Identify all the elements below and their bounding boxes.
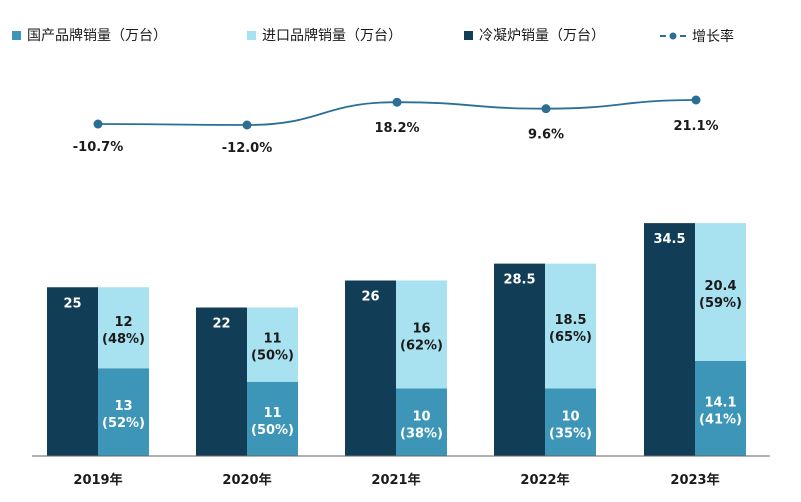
bar-share-domestic-0: (52%) (102, 416, 145, 431)
bar-domestic-2023年 (695, 360, 746, 456)
growth-label-4: 21.1% (673, 119, 718, 134)
growth-point-2 (392, 97, 402, 107)
bars-layer: 25 13 (52%) 12 (48%) 22 11 (50%) 11 (50%) 26 10 (38%… (47, 223, 746, 456)
bar-share-domestic-2: (38%) (400, 426, 443, 441)
bar-share-imported-0: (48%) (102, 332, 145, 347)
bar-share-domestic-4: (41%) (699, 412, 742, 427)
bar-condensing-2022年 (494, 263, 545, 456)
legend-label-2: 冷凝炉销量（万台） (479, 28, 605, 44)
bar-domestic-2020年 (247, 381, 298, 456)
x-tick-label-2: 2021年 (371, 472, 420, 488)
bar-label-condensing-2: 26 (361, 290, 379, 305)
growth-point-3 (541, 104, 551, 114)
bar-label-imported-4: 20.4 (704, 279, 736, 294)
bar-label-domestic-1: 11 (263, 406, 281, 421)
legend-swatch-1 (247, 31, 256, 40)
bar-imported-2022年 (545, 263, 596, 389)
bar-share-domestic-1: (50%) (251, 423, 294, 438)
legend-label-3: 增长率 (692, 28, 734, 45)
x-axis-labels: 2019年 2020年 2021年 2022年 2023年 (73, 472, 719, 488)
bar-label-domestic-3: 10 (561, 409, 579, 424)
growth-label-3: 9.6% (528, 128, 564, 143)
growth-point-4 (691, 95, 701, 105)
bar-domestic-2021年 (396, 388, 447, 456)
bar-domestic-2019年 (98, 368, 149, 456)
bar-share-imported-3: (65%) (549, 330, 592, 345)
bar-label-condensing-3: 28.5 (503, 273, 535, 288)
bar-condensing-2023年 (644, 223, 695, 456)
legend-label-1: 进口品牌销量（万台） (262, 27, 402, 44)
bar-share-imported-4: (59%) (699, 296, 742, 311)
bar-label-domestic-0: 13 (114, 399, 132, 414)
growth-line-layer: -10.7% -12.0% 18.2% 9.6% 21.1% (73, 95, 719, 156)
bar-condensing-2020年 (196, 307, 247, 456)
bar-share-domestic-3: (35%) (549, 426, 592, 441)
bar-label-condensing-4: 34.5 (653, 232, 685, 247)
bar-imported-2020年 (247, 307, 298, 382)
x-tick-label-3: 2022年 (520, 472, 569, 488)
bar-condensing-2019年 (47, 287, 98, 456)
bar-share-imported-1: (50%) (251, 349, 294, 364)
growth-label-2: 18.2% (374, 121, 419, 136)
x-tick-label-0: 2019年 (73, 472, 122, 488)
bar-imported-2019年 (98, 287, 149, 369)
bar-label-condensing-1: 22 (212, 317, 230, 332)
bar-imported-2023年 (695, 223, 746, 361)
bar-imported-2021年 (396, 280, 447, 389)
legend-swatch-0 (12, 31, 21, 40)
growth-label-1: -12.0% (222, 141, 273, 156)
growth-point-0 (93, 119, 103, 129)
bar-domestic-2022年 (545, 388, 596, 456)
bar-share-imported-2: (62%) (400, 339, 443, 354)
legend: 国产品牌销量（万台） 进口品牌销量（万台） 冷凝炉销量（万台） 增长率 (12, 27, 734, 45)
bar-label-imported-0: 12 (114, 315, 132, 330)
bar-label-domestic-4: 14.1 (704, 395, 736, 410)
bar-condensing-2021年 (345, 280, 396, 456)
bar-label-imported-3: 18.5 (554, 313, 586, 328)
legend-line-marker (669, 32, 677, 40)
bar-label-domestic-2: 10 (412, 409, 430, 424)
legend-label-0: 国产品牌销量（万台） (27, 27, 167, 44)
growth-label-0: -10.7% (73, 140, 124, 155)
x-tick-label-4: 2023年 (670, 472, 719, 488)
bar-label-imported-1: 11 (263, 332, 281, 347)
bar-label-condensing-0: 25 (63, 296, 81, 311)
x-tick-label-1: 2020年 (222, 472, 271, 488)
bar-label-imported-2: 16 (412, 322, 430, 337)
legend-swatch-2 (464, 31, 473, 40)
growth-point-1 (242, 120, 252, 130)
